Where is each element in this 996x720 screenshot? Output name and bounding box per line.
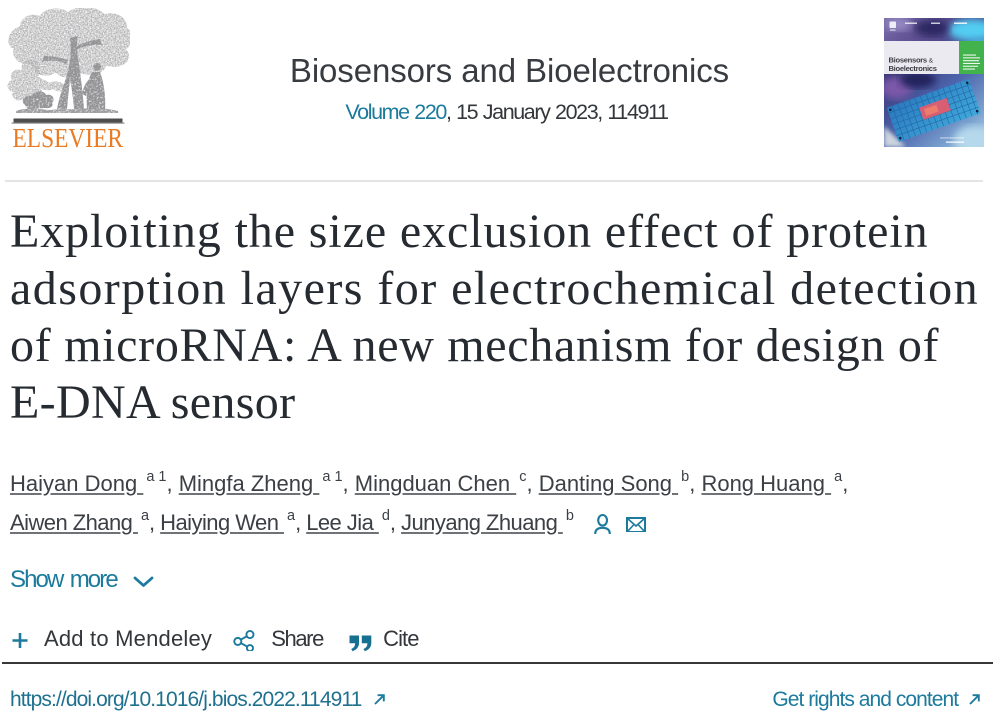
svg-text:Biosensors &: Biosensors & [889,56,934,65]
svg-text:Bioelectronics: Bioelectronics [889,64,937,73]
svg-text:ELSEVIER: ELSEVIER [13,123,124,150]
